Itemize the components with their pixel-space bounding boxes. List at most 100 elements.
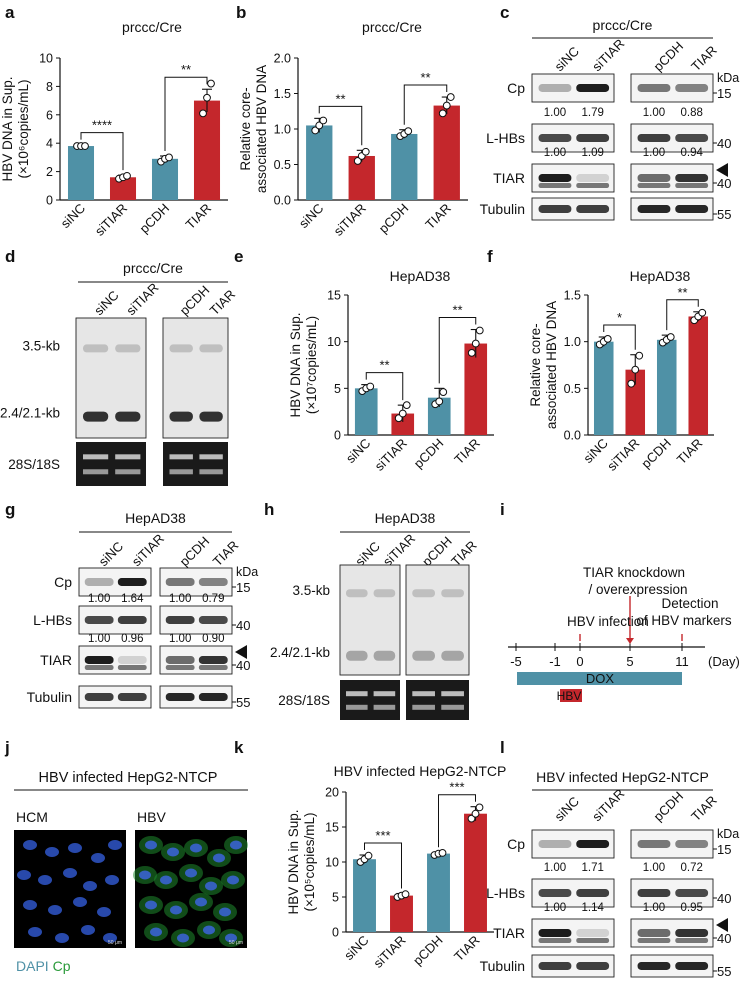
band-2.4kb xyxy=(169,411,193,422)
cp-label: Cp xyxy=(52,958,71,974)
nucleus xyxy=(213,853,225,863)
bar xyxy=(353,859,376,932)
quant-value: 0.79 xyxy=(202,593,224,605)
quant-value: 1.00 xyxy=(169,633,191,645)
data-point xyxy=(361,147,370,156)
nucleus xyxy=(38,875,52,885)
kda-marker: 40 xyxy=(717,931,731,946)
data-point xyxy=(475,803,484,812)
band xyxy=(198,656,228,664)
event-label: TIAR knockdown xyxy=(583,565,685,580)
nucleus xyxy=(145,840,157,850)
blot-title: HepAD38 xyxy=(125,510,186,526)
chart-b: prccc/Cre 0.0 0.5 1.0 1.5 2.0 Relative core-as… xyxy=(238,19,468,239)
rRNA-28S xyxy=(346,691,368,697)
chart-a: prccc/Cre 0 2 4 6 8 10 HBV DNA in Sup.(×10⁶copi… xyxy=(0,19,228,239)
data-point xyxy=(401,890,410,899)
kda-marker: 40 xyxy=(717,176,731,191)
data-point xyxy=(442,101,451,110)
band xyxy=(576,205,610,213)
band xyxy=(84,665,114,670)
chart-e: HepAD38 0 5 10 15 HBV DNA in Sup.(×10⁷copies/… xyxy=(288,268,494,474)
quant-value: 1.00 xyxy=(544,902,566,914)
timeline-tick-label: -1 xyxy=(549,654,561,669)
lane-label: TIAR xyxy=(688,43,720,75)
data-point xyxy=(315,121,324,130)
lane-label: siTIAR xyxy=(589,786,627,824)
band xyxy=(675,962,709,970)
data-point xyxy=(603,334,612,343)
band xyxy=(538,84,572,92)
band xyxy=(198,578,228,586)
band xyxy=(637,183,671,188)
data-point xyxy=(631,365,640,374)
blot-row-label: Tubulin xyxy=(480,958,525,974)
band xyxy=(576,134,610,142)
panel-letter-b: b xyxy=(236,3,246,22)
band-3.5kb xyxy=(199,344,223,353)
band xyxy=(675,840,709,848)
band xyxy=(637,962,671,970)
chart-title: prccc/Cre xyxy=(122,19,182,35)
bar xyxy=(391,133,418,200)
timeline-tick-label: 11 xyxy=(675,654,689,669)
nucleus xyxy=(17,870,31,880)
panel-letter-f: f xyxy=(487,247,493,266)
lane-label: siTIAR xyxy=(589,36,627,74)
band xyxy=(538,889,572,897)
band xyxy=(637,205,671,213)
kda-marker: 40 xyxy=(236,618,250,633)
significance-bracket xyxy=(603,324,636,350)
quant-value: 1.00 xyxy=(88,593,110,605)
panel-letter-k: k xyxy=(234,738,244,757)
blot-box xyxy=(531,197,615,221)
event-label: / overexpression xyxy=(588,582,687,597)
band xyxy=(84,578,114,586)
kda-label: kDa xyxy=(236,565,258,579)
nucleus xyxy=(227,875,239,885)
data-point xyxy=(402,401,411,410)
band xyxy=(675,183,709,188)
bar xyxy=(390,895,413,932)
band xyxy=(198,665,228,670)
band-2.4kb xyxy=(83,411,109,422)
band-2.4kb xyxy=(441,650,464,661)
band xyxy=(576,962,610,970)
y-label-line2: associated HBV DNA xyxy=(544,301,559,429)
y-tick-label: 0 xyxy=(46,194,53,208)
y-tick-label: 2.0 xyxy=(274,52,291,66)
scale-label: 50 μm xyxy=(108,940,122,946)
y-tick-label: 1.0 xyxy=(274,123,291,137)
y-tick-label: 10 xyxy=(325,856,339,870)
blot-row-label: TIAR xyxy=(493,925,525,941)
band-label: 3.5-kb xyxy=(22,338,60,353)
dox-bar xyxy=(517,672,682,685)
quant-value: 1.14 xyxy=(581,902,604,914)
lane-label: pCDH xyxy=(177,533,213,569)
blot-box xyxy=(159,685,233,709)
bar xyxy=(433,105,460,200)
nucleus xyxy=(97,907,111,917)
quant-value: 1.00 xyxy=(544,862,566,874)
blot-row-label: TIAR xyxy=(40,652,72,668)
data-point xyxy=(467,814,476,823)
rRNA-18S xyxy=(373,704,396,710)
blot-g: HepAD38 siNC siTIAR pCDH TIAR kDa Cp 15 L-HBs 40 T… xyxy=(27,510,259,710)
data-point xyxy=(467,348,476,357)
band xyxy=(165,665,195,670)
lane-label: siTIAR xyxy=(129,531,167,569)
x-tick-label: TIAR xyxy=(451,933,483,965)
loading-gel xyxy=(163,442,228,486)
bar xyxy=(348,155,375,200)
nucleus xyxy=(219,907,231,917)
nucleus xyxy=(91,853,105,863)
blot-row-label: L-HBs xyxy=(33,612,72,628)
rRNA-28S xyxy=(169,454,193,460)
significance-label: ** xyxy=(181,62,191,77)
lane-label: siTIAR xyxy=(123,280,161,318)
data-point xyxy=(439,388,448,396)
y-tick-label: 5 xyxy=(334,382,341,396)
rRNA-28S xyxy=(441,691,464,697)
